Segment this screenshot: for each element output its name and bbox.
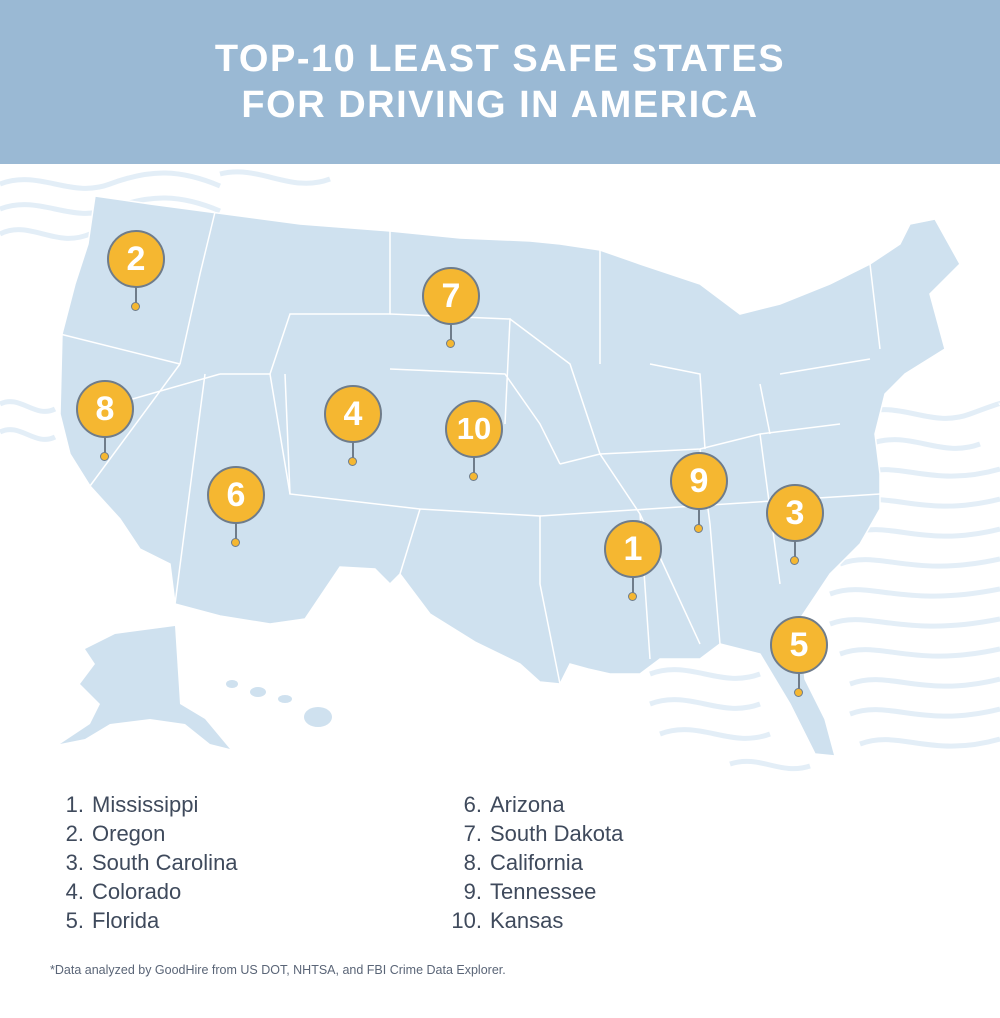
marker-california[interactable]: 8 [76,380,134,490]
state-name: Tennessee [490,879,597,904]
title-line-2: FOR DRIVING IN AMERICA [241,84,759,126]
hawaii-shape [226,680,332,727]
marker-circle: 2 [107,230,165,288]
marker-circle: 1 [604,520,662,578]
marker-south-carolina[interactable]: 3 [766,484,824,594]
marker-circle: 4 [324,385,382,443]
list-item: 9. Tennessee [446,877,623,906]
decorative-waves [0,169,1000,772]
marker-circle: 3 [766,484,824,542]
list-item: 2. Oregon [56,819,238,848]
marker-stem [632,576,634,594]
marker-stem [794,540,796,558]
marker-stem [698,508,700,526]
marker-circle: 10 [445,400,503,458]
marker-circle: 9 [670,452,728,510]
us-mainland-shape [59,195,961,757]
marker-circle: 6 [207,466,265,524]
marker-stem [235,522,237,540]
list-item: 5. Florida [56,906,238,935]
rank-number: 1. [65,792,84,817]
marker-stem [798,672,800,690]
ranking-list-left: 1. Mississippi 2. Oregon 3. South Carolina … [56,790,238,935]
marker-pin-dot [131,302,140,311]
rank-number: 5. [65,908,84,933]
marker-kansas[interactable]: 10 [445,400,503,510]
map-graphic [0,169,1000,772]
marker-pin-dot [100,452,109,461]
marker-pin-dot [348,457,357,466]
us-map: 2 7 8 4 10 6 9 3 1 5 [0,164,1000,784]
marker-arizona[interactable]: 6 [207,466,265,576]
source-footnote: *Data analyzed by GoodHire from US DOT, … [50,963,506,977]
state-name: Mississippi [92,792,199,817]
state-borders [59,211,881,685]
marker-south-dakota[interactable]: 7 [422,267,480,377]
list-item: 4. Colorado [56,877,238,906]
marker-circle: 7 [422,267,480,325]
ranking-list-right: 6. Arizona 7. South Dakota 8. California 9.… [446,790,623,935]
list-item: 8. California [446,848,623,877]
marker-pin-dot [469,472,478,481]
rank-number: 2. [65,821,84,846]
rank-number: 8. [463,850,482,875]
marker-pin-dot [446,339,455,348]
marker-stem [450,323,452,341]
state-name: Colorado [92,879,182,904]
state-name: Florida [92,908,160,933]
title-banner: TOP-10 LEAST SAFE STATES FOR DRIVING IN … [0,0,1000,164]
state-name: Oregon [92,821,166,846]
state-name: Arizona [490,792,565,817]
title-line-1: TOP-10 LEAST SAFE STATES [214,38,786,80]
rank-number: 4. [65,879,84,904]
marker-pin-dot [231,538,240,547]
rank-number: 9. [463,879,482,904]
marker-stem [473,456,475,474]
marker-pin-dot [628,592,637,601]
marker-pin-dot [694,524,703,533]
list-item: 7. South Dakota [446,819,624,848]
alaska-shape [60,626,230,749]
state-name: California [490,850,583,875]
state-name: South Carolina [92,850,238,875]
marker-circle: 8 [76,380,134,438]
rank-number: 10. [451,908,482,933]
marker-pin-dot [794,688,803,697]
state-name: Kansas [490,908,564,933]
list-item: 1. Mississippi [56,790,238,819]
marker-stem [135,286,137,304]
list-item: 3. South Carolina [56,848,238,877]
rank-number: 7. [463,821,482,846]
marker-stem [104,436,106,454]
list-item: 10. Kansas [446,906,623,935]
list-item: 6. Arizona [446,790,623,819]
marker-pin-dot [790,556,799,565]
marker-tennessee[interactable]: 9 [670,452,728,562]
state-name: South Dakota [490,821,624,846]
rank-number: 6. [463,792,482,817]
marker-florida[interactable]: 5 [770,616,828,726]
marker-oregon[interactable]: 2 [107,230,165,340]
marker-stem [352,441,354,459]
marker-mississippi[interactable]: 1 [604,520,662,630]
marker-circle: 5 [770,616,828,674]
marker-colorado[interactable]: 4 [324,385,382,495]
rank-number: 3. [65,850,84,875]
